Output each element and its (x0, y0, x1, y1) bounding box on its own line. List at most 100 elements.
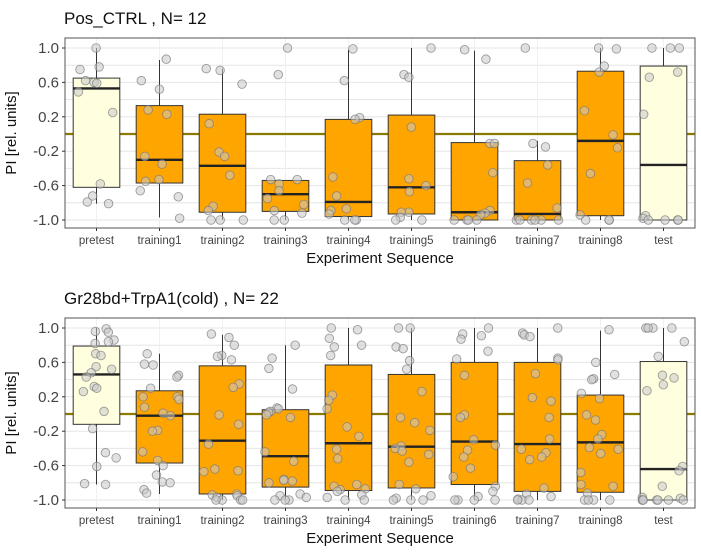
data-point (332, 453, 343, 464)
data-point (516, 444, 527, 455)
x-tick-label: training4 (326, 235, 371, 247)
data-point (237, 79, 247, 89)
data-point (418, 495, 428, 505)
data-point (96, 350, 106, 361)
data-point (81, 372, 91, 382)
data-point (404, 457, 414, 467)
data-point (609, 369, 620, 380)
data-point (536, 452, 547, 462)
data-point (483, 323, 494, 333)
data-point (203, 439, 214, 449)
data-point (395, 412, 406, 423)
data-point (350, 114, 360, 125)
data-point (290, 340, 300, 350)
data-point (219, 151, 230, 162)
data-point (459, 44, 470, 55)
box-training3 (261, 409, 310, 488)
chart-title: Pos_CTRL , N= 12 (64, 9, 207, 28)
data-point (142, 349, 152, 359)
data-point (90, 338, 100, 349)
box-training8 (576, 394, 625, 493)
data-point (584, 442, 595, 453)
data-point (301, 492, 312, 503)
data-point (210, 464, 220, 474)
box-training4 (324, 118, 373, 218)
data-point (459, 452, 469, 462)
x-tick-label: training7 (515, 515, 559, 527)
y-axis-title: PI [rel. units] (3, 371, 20, 454)
y-tick-label: -0.6 (33, 178, 59, 195)
data-point (404, 173, 414, 184)
data-point (576, 388, 587, 399)
x-tick-label: training1 (137, 235, 181, 247)
data-point (140, 176, 151, 187)
data-point (580, 215, 591, 225)
data-point (138, 392, 148, 402)
data-point (261, 410, 272, 420)
data-point (423, 449, 434, 460)
data-point (397, 446, 407, 456)
data-point (575, 467, 586, 478)
data-point (229, 340, 240, 350)
data-point (137, 447, 148, 457)
data-point (264, 478, 274, 488)
data-point (488, 167, 498, 178)
data-point (269, 205, 280, 216)
x-tick-label: test (654, 235, 673, 247)
data-point (669, 373, 679, 383)
x-tick-label: training3 (263, 515, 307, 527)
data-point (79, 478, 90, 489)
data-point (553, 323, 563, 333)
data-point (212, 351, 223, 362)
data-point (326, 323, 337, 333)
data-point (660, 215, 670, 225)
box-pretest (72, 77, 121, 188)
data-point (224, 332, 234, 343)
data-point (390, 215, 401, 225)
data-point (238, 215, 249, 225)
data-point (173, 192, 184, 202)
data-point (161, 54, 171, 64)
data-point (136, 75, 147, 86)
data-point (203, 205, 214, 216)
y-tick-label: -1.0 (33, 212, 59, 229)
data-point (287, 384, 298, 394)
data-point (279, 215, 289, 225)
y-tick-label: 0.6 (38, 74, 59, 91)
x-tick-label: training8 (578, 235, 622, 247)
data-point (585, 168, 596, 179)
data-point (165, 410, 176, 421)
data-point (148, 360, 158, 370)
data-point (553, 215, 564, 225)
data-point (158, 460, 168, 471)
data-point (174, 213, 185, 224)
x-tick-label: training6 (452, 515, 496, 527)
data-point (332, 486, 343, 497)
x-tick-label: training5 (389, 515, 433, 527)
data-point (667, 323, 677, 333)
data-point (237, 495, 248, 505)
data-point (451, 354, 462, 364)
data-point (489, 138, 500, 149)
data-point (91, 383, 102, 393)
x-tick-label: training3 (263, 235, 307, 247)
data-point (647, 43, 657, 53)
data-point (233, 419, 244, 430)
data-point (100, 479, 111, 490)
data-point (672, 67, 683, 77)
data-point (608, 481, 618, 491)
data-point (593, 43, 604, 53)
data-point (106, 364, 117, 375)
data-point (340, 495, 350, 505)
data-point (406, 495, 416, 505)
data-point (143, 105, 153, 115)
data-point (339, 215, 350, 225)
box-training7 (513, 361, 562, 492)
data-point (352, 324, 363, 335)
data-point (587, 374, 597, 385)
y-tick-label: -0.2 (33, 423, 59, 440)
data-point (426, 490, 436, 501)
data-point (273, 404, 284, 414)
data-point (542, 160, 553, 170)
